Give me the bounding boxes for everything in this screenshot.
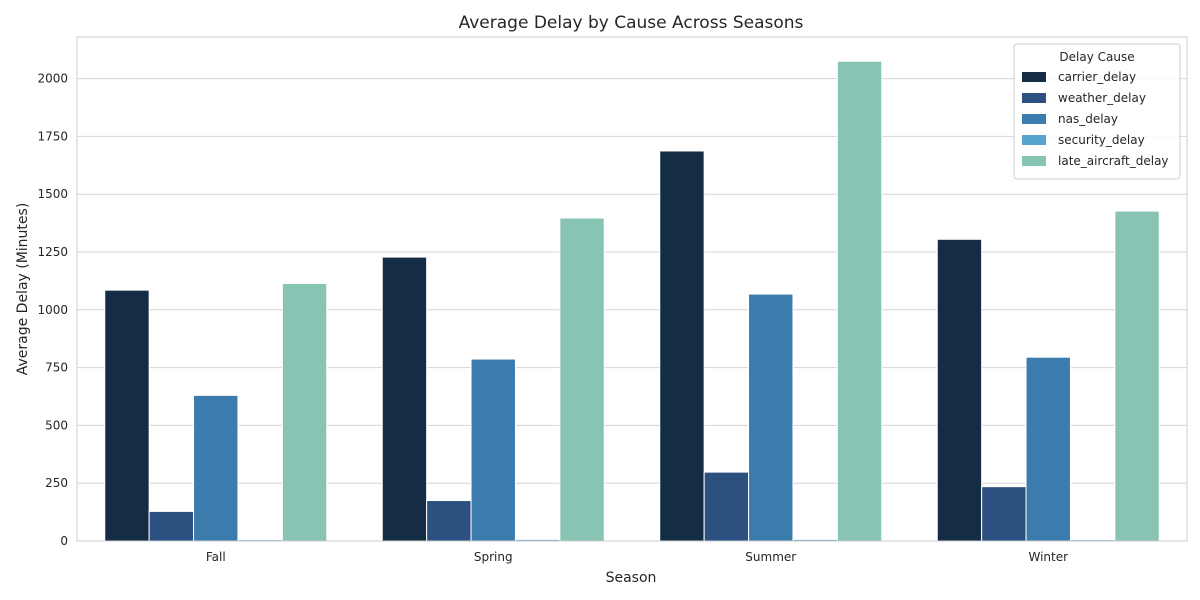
x-tick-label: Winter: [1028, 550, 1068, 564]
y-ticks: 0 250 500 750 1000 1250 1500 1750 2000: [37, 72, 68, 548]
legend-swatch-security-delay: [1022, 135, 1046, 145]
x-tick-label: Fall: [206, 550, 226, 564]
legend-swatch-nas-delay: [1022, 114, 1046, 124]
y-tick-label: 250: [45, 476, 68, 490]
bar-nas-delay-summer: [748, 293, 794, 542]
bar-weather-delay-summer: [703, 471, 750, 542]
y-tick-label: 750: [45, 361, 68, 375]
legend-swatch-weather-delay: [1022, 93, 1046, 103]
bar-carrier-delay-summer: [659, 150, 705, 542]
y-tick-label: 1500: [37, 187, 68, 201]
legend-label-carrier-delay: carrier_delay: [1058, 70, 1136, 84]
y-tick-label: 500: [45, 418, 68, 432]
legend-label-nas-delay: nas_delay: [1058, 112, 1118, 126]
bar-carrier-delay-fall: [104, 289, 150, 542]
x-tick-label: Spring: [474, 550, 513, 564]
x-ticks: Fall Spring Summer Winter: [206, 550, 1068, 564]
bar-carrier-delay-winter: [936, 238, 983, 542]
bar-late-aircraft-delay-spring: [559, 217, 605, 542]
bar-nas-delay-fall: [193, 394, 239, 542]
chart-title: Average Delay by Cause Across Seasons: [459, 13, 804, 33]
legend-swatch-carrier-delay: [1022, 72, 1046, 82]
y-tick-label: 1000: [37, 303, 68, 317]
legend-label-late-aircraft-delay: late_aircraft_delay: [1058, 154, 1169, 168]
x-axis-label: Season: [606, 570, 657, 586]
plot-frame: [76, 36, 1188, 542]
x-tick-label: Summer: [745, 550, 796, 564]
y-tick-label: 0: [60, 534, 68, 548]
bar-late-aircraft-delay-summer: [836, 60, 883, 542]
legend: Delay Cause carrier_delay weather_delayna…: [1013, 43, 1181, 180]
bar-weather-delay-winter: [981, 486, 1027, 542]
y-tick-label: 2000: [37, 72, 68, 86]
legend-items: carrier_delay weather_delay nas_delaysecur…: [1022, 70, 1169, 168]
legend-label-weather-delay: weather_delay: [1058, 91, 1146, 105]
y-axis-label: Average Delay (Minutes): [15, 203, 31, 376]
bar-weather-delay-spring: [426, 500, 472, 542]
y-tick-label: 1250: [37, 245, 68, 259]
legend-box: [1013, 43, 1181, 180]
bar-weather-delay-fall: [148, 510, 195, 542]
bar-nas-delay-spring: [470, 358, 516, 542]
legend-title: Delay Cause: [1059, 50, 1134, 64]
legend-swatch-late-aircraft-delay: [1022, 156, 1046, 166]
bar-carrier-delay-spring: [381, 256, 428, 542]
bars-layer: [104, 60, 1160, 542]
bar-nas-delay-winter: [1025, 356, 1071, 542]
bar-late-aircraft-delay-fall: [281, 282, 328, 542]
y-tick-label: 1750: [37, 129, 68, 143]
bar-late-aircraft-delay-winter: [1114, 210, 1160, 542]
legend-label-security-delay: security_delay: [1058, 133, 1145, 147]
